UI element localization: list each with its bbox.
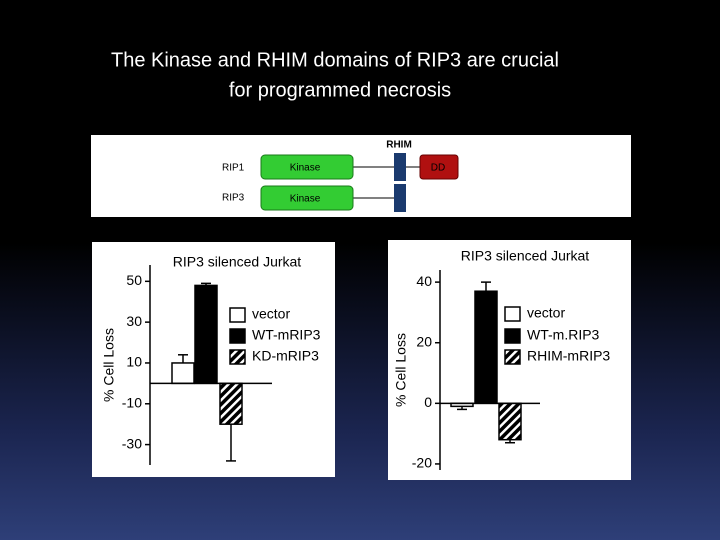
bar [194, 284, 218, 385]
legend-swatch [504, 328, 521, 344]
y-tick-label: -30 [122, 435, 142, 451]
bar [171, 362, 195, 385]
kinase-domain [260, 185, 354, 211]
domain-diagram: RHIM RIP1 RIP3 Kinase Kinase DD [91, 135, 631, 217]
dd-domain [419, 154, 459, 180]
domain-label: Kinase [290, 194, 321, 205]
legend-swatch [229, 328, 246, 344]
legend-label: KD-mRIP3 [252, 348, 319, 364]
chart-title: RIP3 silenced Jurkat [173, 254, 302, 270]
y-tick-label: 40 [416, 273, 432, 289]
domain-label: Kinase [290, 163, 321, 174]
diagram-panel [91, 135, 631, 217]
y-axis-label: % Cell Loss [393, 333, 409, 407]
legend-label: RHIM-mRIP3 [527, 348, 610, 364]
legend-swatch [229, 349, 246, 365]
kinase-domain [260, 154, 354, 180]
rhim-domain [394, 153, 406, 181]
legend-label: WT-m.RIP3 [527, 327, 600, 343]
domain-label: DD [431, 163, 445, 174]
legend-swatch [504, 349, 521, 365]
bar [219, 382, 243, 425]
rhim-label: RHIM [386, 140, 412, 151]
slide-title: The Kinase and RHIM domains of RIP3 are … [111, 49, 559, 71]
y-tick-label: -10 [122, 394, 142, 410]
y-tick-label: 20 [416, 333, 432, 349]
legend-swatch [504, 306, 521, 322]
rhim-domain [394, 184, 406, 212]
y-tick-label: 50 [126, 272, 142, 288]
y-tick-label: -20 [412, 455, 432, 471]
legend-swatch [229, 307, 246, 323]
y-tick-label: 30 [126, 313, 142, 329]
legend-label: vector [252, 306, 290, 322]
protein-name: RIP3 [222, 193, 245, 204]
y-tick-label: 10 [126, 354, 142, 370]
y-axis-label: % Cell Loss [101, 328, 117, 402]
bar [474, 290, 498, 405]
protein-name: RIP1 [222, 163, 245, 174]
legend-label: vector [527, 305, 565, 321]
chart-title: RIP3 silenced Jurkat [461, 248, 590, 264]
bar [498, 402, 522, 441]
y-tick-label: 0 [424, 394, 432, 410]
legend-label: WT-mRIP3 [252, 327, 321, 343]
slide-title: for programmed necrosis [229, 79, 451, 101]
